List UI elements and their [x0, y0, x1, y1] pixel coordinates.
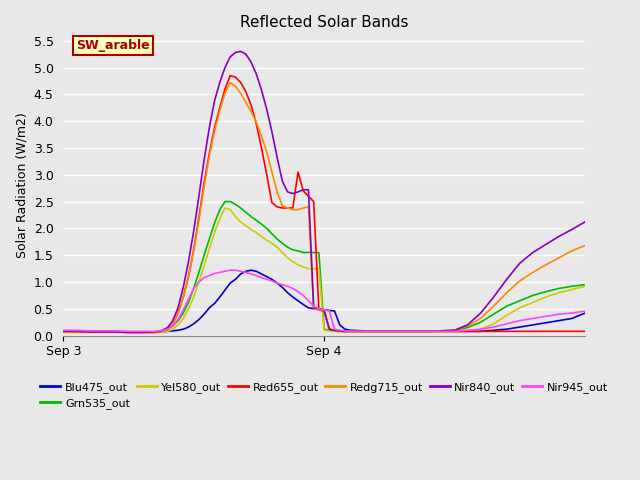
Line: Blu475_out: Blu475_out — [63, 270, 585, 332]
Nir945_out — [60, 327, 67, 333]
Redg715_out — [169, 321, 177, 327]
Yel580_out — [138, 330, 145, 336]
Nir840_out — [125, 330, 132, 336]
Nir840_out — [237, 48, 244, 54]
Nir945_out — [200, 275, 208, 281]
Nir945_out — [169, 323, 177, 329]
Nir945_out — [151, 328, 159, 334]
Line: Yel580_out: Yel580_out — [63, 208, 585, 333]
Red655_out — [99, 329, 106, 335]
Grn535_out — [99, 329, 106, 335]
Redg715_out — [227, 80, 234, 85]
Blu475_out — [86, 329, 93, 335]
Grn535_out — [284, 244, 291, 250]
Line: Nir840_out: Nir840_out — [63, 51, 585, 333]
Grn535_out — [60, 328, 67, 334]
Redg715_out — [151, 330, 159, 336]
Red655_out — [86, 329, 93, 335]
Line: Redg715_out: Redg715_out — [63, 83, 585, 333]
Grn535_out — [169, 323, 177, 329]
Nir945_out — [284, 283, 291, 289]
Blu475_out — [60, 329, 67, 335]
Yel580_out — [581, 283, 589, 289]
Blu475_out — [138, 329, 145, 335]
Nir945_out — [227, 267, 234, 273]
Legend: Blu475_out, Grn535_out, Yel580_out, Red655_out, Redg715_out, Nir840_out, Nir945_: Blu475_out, Grn535_out, Yel580_out, Red6… — [36, 377, 612, 413]
Yel580_out — [221, 205, 229, 211]
Nir945_out — [86, 328, 93, 334]
Yel580_out — [60, 330, 67, 336]
Red655_out — [125, 330, 132, 336]
Line: Grn535_out: Grn535_out — [63, 202, 585, 332]
Yel580_out — [195, 279, 203, 285]
Blu475_out — [341, 326, 349, 332]
Nir840_out — [284, 189, 291, 195]
Nir840_out — [151, 329, 159, 335]
Nir840_out — [346, 328, 354, 334]
Title: Reflected Solar Bands: Reflected Solar Bands — [240, 15, 408, 30]
Yel580_out — [278, 250, 286, 255]
Nir840_out — [169, 318, 177, 324]
Redg715_out — [581, 243, 589, 249]
Nir840_out — [200, 157, 208, 163]
Red655_out — [581, 328, 589, 334]
Text: SW_arable: SW_arable — [76, 39, 150, 52]
Y-axis label: Solar Radiation (W/m2): Solar Radiation (W/m2) — [15, 113, 28, 258]
Blu475_out — [581, 310, 589, 316]
Nir840_out — [60, 328, 67, 334]
Red655_out — [227, 72, 234, 78]
Blu475_out — [195, 317, 203, 323]
Red655_out — [326, 326, 333, 332]
Nir945_out — [125, 328, 132, 334]
Redg715_out — [200, 184, 208, 190]
Grn535_out — [581, 282, 589, 288]
Nir945_out — [581, 308, 589, 314]
Yel580_out — [86, 330, 93, 336]
Redg715_out — [86, 329, 93, 335]
Redg715_out — [284, 205, 291, 211]
Grn535_out — [200, 252, 208, 258]
Grn535_out — [151, 329, 159, 335]
Line: Nir945_out: Nir945_out — [63, 270, 585, 331]
Red655_out — [200, 180, 208, 186]
Grn535_out — [221, 199, 229, 204]
Nir840_out — [86, 329, 93, 335]
Blu475_out — [278, 285, 286, 290]
Redg715_out — [60, 328, 67, 334]
Grn535_out — [86, 328, 93, 334]
Red655_out — [331, 327, 339, 333]
Yel580_out — [341, 329, 349, 335]
Grn535_out — [346, 328, 354, 334]
Blu475_out — [164, 328, 172, 334]
Redg715_out — [125, 330, 132, 336]
Blu475_out — [247, 267, 255, 273]
Red655_out — [252, 121, 260, 127]
Yel580_out — [164, 328, 172, 334]
Line: Red655_out: Red655_out — [63, 75, 585, 333]
Nir945_out — [346, 328, 354, 334]
Nir840_out — [581, 219, 589, 225]
Redg715_out — [346, 328, 354, 334]
Red655_out — [60, 328, 67, 334]
